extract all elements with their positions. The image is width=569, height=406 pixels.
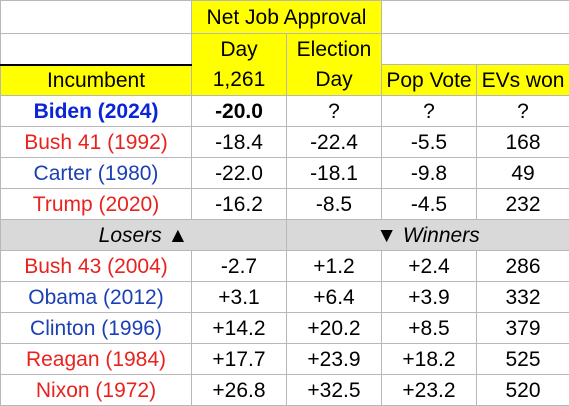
pop-vote-cell: +2.4 (381, 250, 477, 282)
day-1261-cell: +3.1 (191, 281, 287, 313)
pop-vote-header: Pop Vote (381, 64, 477, 96)
day-1261-cell: -22.0 (191, 157, 287, 189)
winners-label: ▼ Winners (286, 219, 569, 251)
table-row: Reagan (1984) +17.7 +23.9 +18.2 525 (0, 343, 569, 375)
election-day-cell: -8.5 (286, 188, 382, 220)
incumbent-cell: Reagan (1984) (0, 343, 192, 375)
table-row: Obama (2012) +3.1 +6.4 +3.9 332 (0, 281, 569, 313)
pop-vote-cell: -4.5 (381, 188, 477, 220)
incumbent-header: Incumbent (0, 63, 192, 96)
day-header-line1: Day (191, 33, 287, 65)
header-blank-left (0, 0, 192, 34)
incumbent-cell: Clinton (1996) (0, 312, 192, 344)
losers-winners-separator: Losers ▲ ▼ Winners (0, 219, 569, 251)
pop-vote-cell: +3.9 (381, 281, 477, 313)
incumbent-cell: Bush 41 (1992) (0, 126, 192, 158)
pop-vote-cell: +23.2 (381, 374, 477, 406)
pop-vote-cell: -9.8 (381, 157, 477, 189)
day-1261-cell: +14.2 (191, 312, 287, 344)
table-row: Clinton (1996) +14.2 +20.2 +8.5 379 (0, 312, 569, 344)
header-row-2: Day Election (0, 33, 569, 65)
net-job-approval-header: Net Job Approval (191, 0, 382, 34)
election-header-line2: Day (286, 64, 382, 96)
day-1261-cell: -18.4 (191, 126, 287, 158)
incumbent-cell: Trump (2020) (0, 188, 192, 220)
evs-won-cell: 168 (476, 126, 569, 158)
pop-vote-cell: ? (381, 95, 477, 127)
election-day-cell: +1.2 (286, 250, 382, 282)
evs-won-cell: 286 (476, 250, 569, 282)
header-row-3: Incumbent 1,261 Day Pop Vote EVs won (0, 63, 569, 96)
table-row: Bush 41 (1992) -18.4 -22.4 -5.5 168 (0, 126, 569, 158)
table-row: Carter (1980) -22.0 -18.1 -9.8 49 (0, 157, 569, 189)
header-row-1: Net Job Approval (0, 0, 569, 34)
pop-vote-cell: -5.5 (381, 126, 477, 158)
day-1261-cell: +17.7 (191, 343, 287, 375)
day-1261-cell: -2.7 (191, 250, 287, 282)
table-row: Biden (2024) -20.0 ? ? ? (0, 95, 569, 127)
election-day-cell: ? (286, 95, 382, 127)
evs-won-cell: 520 (476, 374, 569, 406)
election-day-cell: +23.9 (286, 343, 382, 375)
incumbent-cell: Obama (2012) (0, 281, 192, 313)
election-day-cell: -18.1 (286, 157, 382, 189)
election-header-line1: Election (286, 33, 382, 65)
incumbent-cell: Biden (2024) (0, 95, 192, 127)
election-day-cell: +20.2 (286, 312, 382, 344)
evs-won-cell: 525 (476, 343, 569, 375)
header-blank-right (381, 0, 569, 34)
election-day-cell: +6.4 (286, 281, 382, 313)
pop-vote-cell: +18.2 (381, 343, 477, 375)
election-day-cell: -22.4 (286, 126, 382, 158)
table-row: Trump (2020) -16.2 -8.5 -4.5 232 (0, 188, 569, 220)
header-blank-right-2 (381, 33, 569, 65)
header-blank-left-2 (0, 33, 192, 65)
table-row: Bush 43 (2004) -2.7 +1.2 +2.4 286 (0, 250, 569, 282)
evs-won-cell: 49 (476, 157, 569, 189)
day-1261-cell: -20.0 (191, 95, 287, 127)
incumbent-cell: Bush 43 (2004) (0, 250, 192, 282)
evs-won-header: EVs won (476, 64, 569, 96)
table-row: Nixon (1972) +26.8 +32.5 +23.2 520 (0, 374, 569, 406)
evs-won-cell: ? (476, 95, 569, 127)
incumbent-cell: Carter (1980) (0, 157, 192, 189)
evs-won-cell: 232 (476, 188, 569, 220)
losers-label: Losers ▲ (0, 219, 287, 251)
day-1261-cell: +26.8 (191, 374, 287, 406)
evs-won-cell: 332 (476, 281, 569, 313)
election-day-cell: +32.5 (286, 374, 382, 406)
evs-won-cell: 379 (476, 312, 569, 344)
day-1261-cell: -16.2 (191, 188, 287, 220)
incumbent-cell: Nixon (1972) (0, 374, 192, 406)
day-header-line2: 1,261 (191, 64, 287, 96)
pop-vote-cell: +8.5 (381, 312, 477, 344)
